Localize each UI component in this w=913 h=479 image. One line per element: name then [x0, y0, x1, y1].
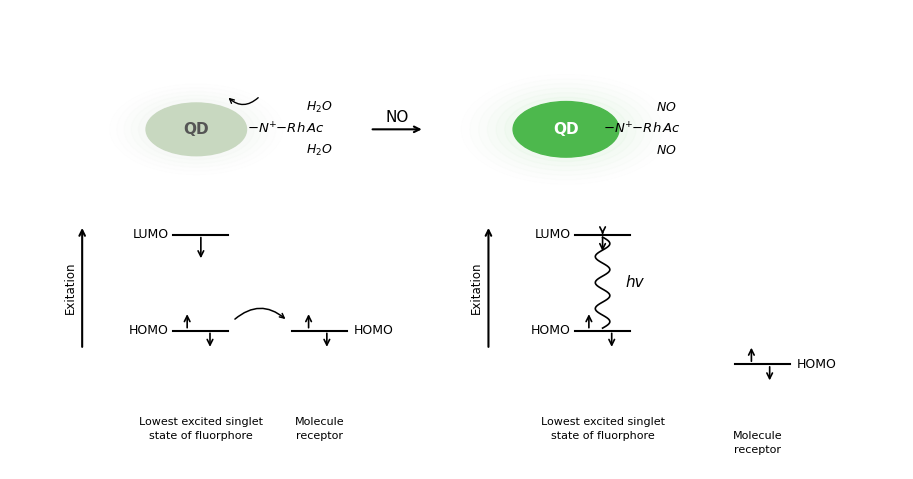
Text: HOMO: HOMO — [354, 324, 394, 337]
Text: $NO$: $NO$ — [656, 144, 677, 158]
Text: HOMO: HOMO — [797, 357, 837, 371]
Text: QD: QD — [553, 122, 579, 137]
Text: HOMO: HOMO — [129, 324, 169, 337]
Text: $-\mathit{N}^{+}\!\!-\!\mathit{Rh}\,\mathit{Ac}$: $-\mathit{N}^{+}\!\!-\!\mathit{Rh}\,\mat… — [603, 122, 680, 137]
Text: NO: NO — [385, 110, 409, 125]
FancyArrowPatch shape — [235, 308, 284, 319]
Text: $H_2O$: $H_2O$ — [306, 100, 332, 115]
Circle shape — [182, 122, 211, 137]
Text: $NO$: $NO$ — [656, 101, 677, 114]
Circle shape — [146, 103, 247, 156]
Text: Exitation: Exitation — [470, 261, 483, 314]
FancyArrowPatch shape — [229, 98, 258, 104]
Circle shape — [189, 125, 204, 133]
Circle shape — [513, 102, 619, 157]
Text: LUMO: LUMO — [132, 228, 169, 241]
Text: HOMO: HOMO — [530, 324, 571, 337]
Text: Lowest excited singlet
state of fluorphore: Lowest excited singlet state of fluorpho… — [139, 417, 263, 441]
Text: Exitation: Exitation — [64, 261, 77, 314]
Circle shape — [557, 125, 575, 134]
Text: QD: QD — [184, 122, 209, 137]
Text: LUMO: LUMO — [534, 228, 571, 241]
Text: hv: hv — [625, 275, 644, 290]
Text: Molecule
receptor: Molecule receptor — [295, 417, 344, 441]
Text: Lowest excited singlet
state of fluorphore: Lowest excited singlet state of fluorpho… — [540, 417, 665, 441]
Text: $-\mathit{N}^{+}\!\!-\!\mathit{Rh}\,\mathit{Ac}$: $-\mathit{N}^{+}\!\!-\!\mathit{Rh}\,\mat… — [247, 122, 324, 137]
Text: $H_2O$: $H_2O$ — [306, 143, 332, 159]
Text: Molecule
receptor: Molecule receptor — [733, 431, 782, 455]
Circle shape — [549, 120, 583, 138]
